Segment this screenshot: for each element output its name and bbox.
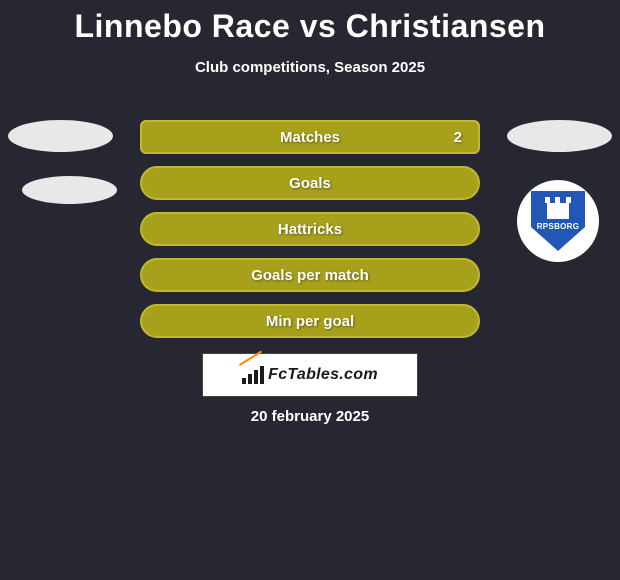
bar-label: Min per goal [266,313,354,330]
castle-icon [545,197,571,219]
bar-label: Goals [289,175,331,192]
shield-icon: RPSBORG [531,191,585,251]
bar-hattricks: Hattricks [140,212,480,246]
bar-label: Hattricks [278,221,342,238]
stats-bars: Matches 2 Goals Hattricks Goals per matc… [140,120,480,350]
bar-label: Goals per match [251,267,369,284]
badge-text: RPSBORG [537,222,580,231]
team-badge-right: RPSBORG [517,180,599,262]
bar-label: Matches [280,129,340,146]
player-right-oval-1 [507,120,612,152]
logo-text: FcTables.com [268,366,378,384]
bar-value: 2 [454,129,462,146]
page-title: Linnebo Race vs Christiansen [0,0,620,45]
bar-min-per-goal: Min per goal [140,304,480,338]
bar-goals-per-match: Goals per match [140,258,480,292]
subtitle: Club competitions, Season 2025 [0,59,620,76]
bar-chart-icon [242,366,264,384]
bar-goals: Goals [140,166,480,200]
player-left-oval-1 [8,120,113,152]
site-logo[interactable]: FcTables.com [202,353,418,397]
date-caption: 20 february 2025 [0,408,620,425]
player-left-oval-2 [22,176,117,204]
bar-matches: Matches 2 [140,120,480,154]
